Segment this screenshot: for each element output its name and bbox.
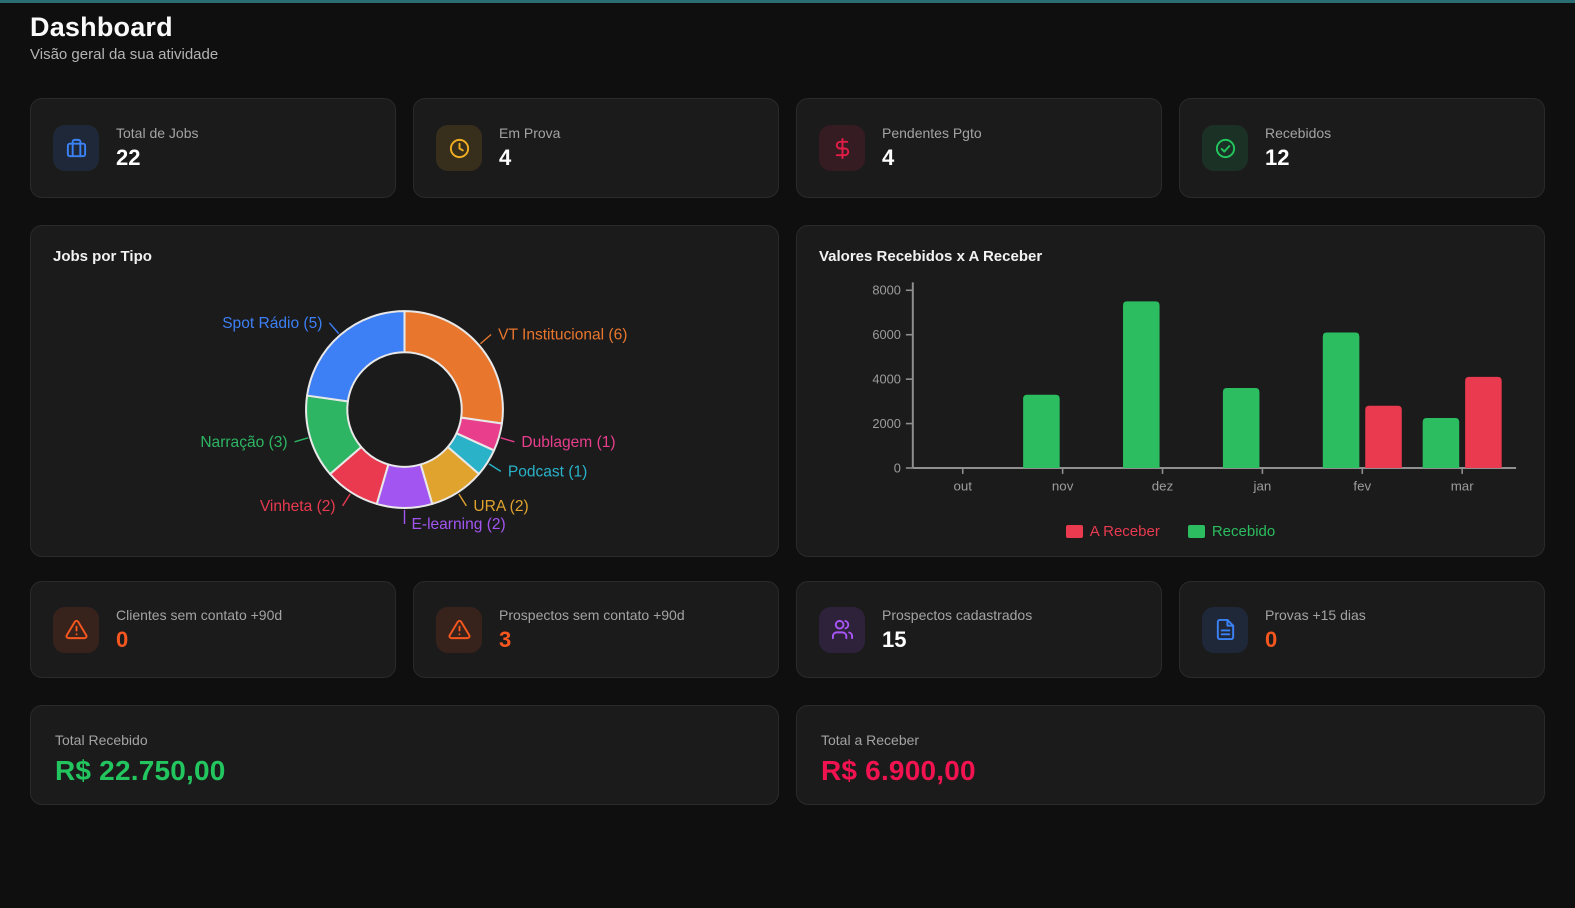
donut-label-line — [294, 437, 309, 443]
stat-value: 22 — [116, 145, 141, 170]
x-tick-label: fev — [1353, 479, 1371, 494]
x-tick-label: out — [953, 479, 972, 494]
stat-value: 12 — [1265, 145, 1290, 170]
donut-label: Vinheta (2) — [260, 498, 336, 515]
donut-label: Narração (3) — [200, 434, 287, 451]
donut-label-line — [342, 493, 351, 507]
stat-card-prospectos-cadastrados: Prospectos cadastrados 15 — [796, 581, 1162, 678]
stat-label: Em Prova — [499, 125, 561, 141]
total-recebido-value: R$ 22.750,00 — [55, 755, 226, 786]
stat-label: Total de Jobs — [116, 125, 199, 141]
page-header: Dashboard Visão geral da sua atividade — [30, 12, 1545, 63]
y-tick-label: 2000 — [872, 416, 901, 431]
bar-recebido — [1222, 388, 1260, 469]
bar-chart-legend: A Receber Recebido — [819, 517, 1522, 542]
bar-recebido — [1322, 332, 1360, 469]
x-tick-label: nov — [1052, 479, 1074, 494]
legend-item-recebido[interactable]: Recebido — [1187, 523, 1276, 540]
file-text-icon — [1202, 606, 1248, 653]
donut-label: E-learning (2) — [412, 516, 506, 533]
bar-recebido — [1023, 394, 1060, 469]
charts-row: Jobs por Tipo VT Institucional (6) Dublag… — [30, 225, 1545, 557]
donut-chart-title: Jobs por Tipo — [53, 248, 152, 265]
donut-slice — [403, 310, 504, 425]
stat-label: Clientes sem contato +90d — [116, 606, 283, 623]
donut-label-line — [500, 437, 515, 443]
stat-label: Prospectos sem contato +90d — [499, 606, 685, 623]
stats-row-bottom: Clientes sem contato +90d 0 Prospectos s… — [30, 581, 1545, 678]
donut-label: Dublagem (1) — [521, 434, 615, 451]
legend-swatch — [1187, 525, 1205, 538]
stat-card-clientes-sem-contato: Clientes sem contato +90d 0 — [30, 581, 396, 678]
jobs-by-type-chart: VT Institucional (6) Dublagem (1) Podcast … — [53, 265, 756, 542]
stats-row-top: Total de Jobs 22 Em Prova 4 Pendentes Pg… — [30, 98, 1545, 198]
stat-card-prospectos-sem-contato: Prospectos sem contato +90d 3 — [413, 581, 779, 678]
total-label: Total a Receber — [821, 732, 920, 748]
values-bar-chart: 0 2000 4000 6000 8000 out nov dez jan fev mar — [819, 265, 1522, 517]
stat-value: 4 — [499, 145, 512, 170]
donut-label-line — [328, 322, 340, 335]
legend-label: Recebido — [1211, 523, 1276, 540]
page-title: Dashboard — [30, 12, 173, 42]
stat-card-pendentes-pgto: Pendentes Pgto 4 — [796, 98, 1162, 198]
donut-label-line — [488, 463, 502, 472]
donut-chart-svg: VT Institucional (6) Dublagem (1) Podcast … — [200, 310, 627, 533]
stat-value: 3 — [499, 626, 512, 652]
jobs-by-type-card: Jobs por Tipo VT Institucional (6) Dublag… — [30, 225, 779, 557]
legend-item-a-receber[interactable]: A Receber — [1065, 523, 1160, 540]
donut-label: Spot Rádio (5) — [222, 315, 322, 332]
alert-triangle-icon — [53, 606, 99, 653]
briefcase-icon — [53, 125, 99, 171]
dashboard-page: Dashboard Visão geral da sua atividade T… — [0, 3, 1575, 805]
y-tick-label: 8000 — [872, 283, 901, 298]
x-tick-label: jan — [1253, 479, 1272, 494]
legend-label: A Receber — [1089, 523, 1160, 540]
stat-value: 0 — [1265, 626, 1278, 652]
stat-value: 15 — [882, 626, 907, 652]
bar-chart-title: Valores Recebidos x A Receber — [819, 248, 1043, 265]
values-chart-card: Valores Recebidos x A Receber 0 2000 4000 6… — [796, 225, 1545, 557]
stat-value: 0 — [116, 626, 129, 652]
users-icon — [819, 606, 865, 653]
page-subtitle: Visão geral da sua atividade — [30, 46, 219, 63]
dollar-icon — [819, 125, 865, 171]
bar-recebido — [1123, 301, 1160, 469]
x-tick-label: mar — [1451, 479, 1474, 494]
stat-card-provas-15-dias: Provas +15 dias 0 — [1179, 581, 1545, 678]
stat-label: Provas +15 dias — [1265, 606, 1366, 623]
total-a-receber-card: Total a Receber R$ 6.900,00 — [796, 705, 1545, 805]
donut-label: VT Institucional (6) — [498, 327, 627, 344]
alert-triangle-icon — [436, 606, 482, 653]
clock-icon — [436, 125, 482, 171]
donut-label: Podcast (1) — [508, 463, 588, 480]
bar-a-receber — [1465, 376, 1502, 469]
stat-card-total-jobs: Total de Jobs 22 — [30, 98, 396, 198]
bar-chart-svg: 0 2000 4000 6000 8000 out nov dez jan fev mar — [872, 282, 1517, 494]
check-circle-icon — [1202, 125, 1248, 171]
stat-label: Prospectos cadastrados — [882, 606, 1033, 623]
totals-row: Total Recebido R$ 22.750,00 Total a Rece… — [30, 705, 1545, 805]
bar-a-receber — [1365, 405, 1402, 469]
y-tick-label: 6000 — [872, 327, 901, 342]
total-recebido-card: Total Recebido R$ 22.750,00 — [30, 705, 779, 805]
top-accent-bar — [0, 0, 1575, 3]
stat-card-em-prova: Em Prova 4 — [413, 98, 779, 198]
donut-slice — [306, 310, 406, 403]
bar-recebido — [1422, 418, 1460, 469]
total-label: Total Recebido — [55, 732, 148, 748]
legend-swatch — [1065, 525, 1083, 538]
stat-label: Pendentes Pgto — [882, 125, 982, 141]
total-a-receber-value: R$ 6.900,00 — [821, 755, 976, 786]
donut-label-line — [479, 333, 492, 345]
donut-label-line — [458, 493, 467, 507]
y-tick-label: 0 — [894, 460, 901, 475]
stat-label: Recebidos — [1265, 125, 1332, 141]
donut-label: URA (2) — [473, 498, 528, 515]
y-tick-label: 4000 — [872, 372, 901, 387]
stat-card-recebidos: Recebidos 12 — [1179, 98, 1545, 198]
x-tick-label: dez — [1152, 479, 1173, 494]
stat-value: 4 — [882, 145, 895, 170]
